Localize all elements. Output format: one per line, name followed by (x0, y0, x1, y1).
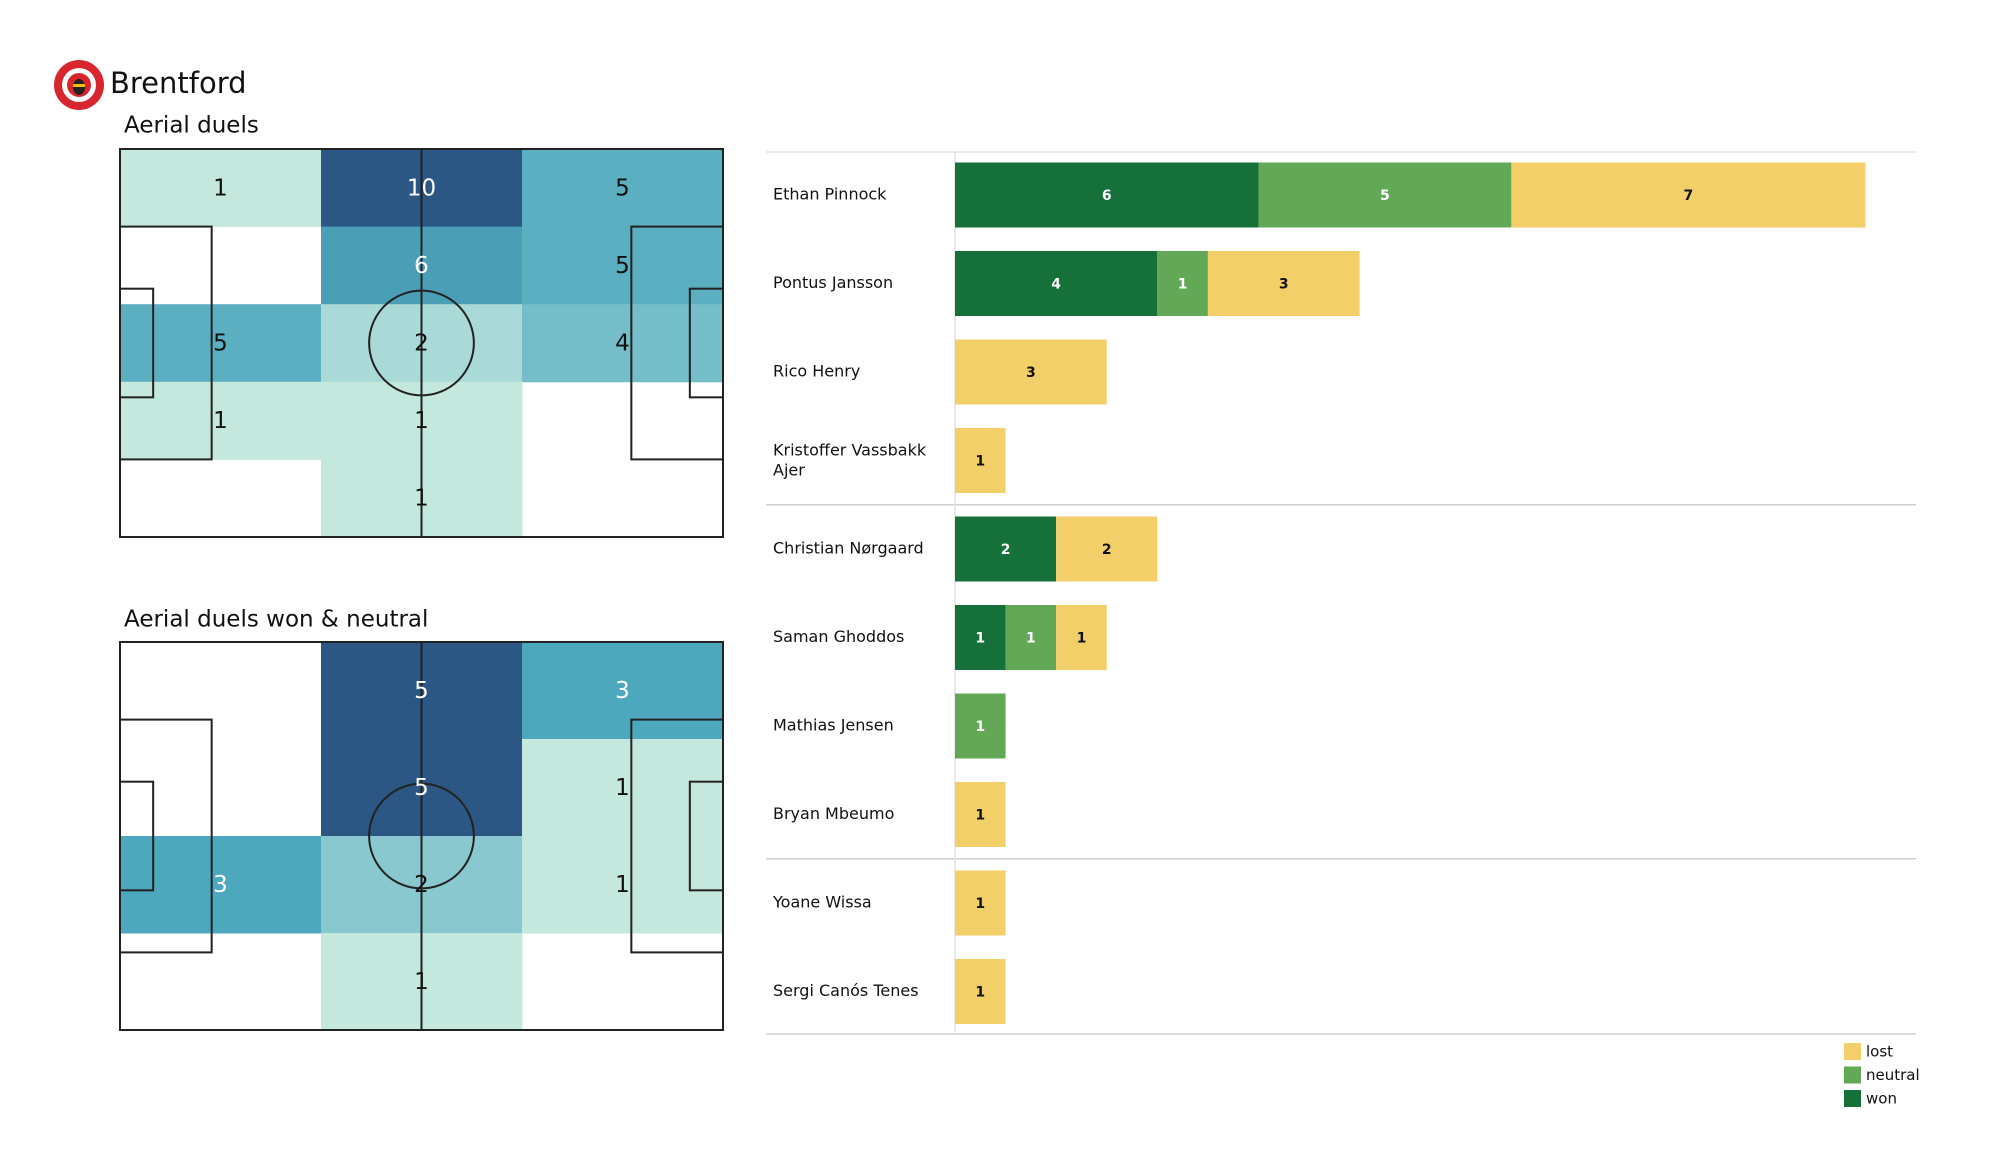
team-name: Brentford (110, 66, 247, 100)
legend-swatch (1844, 1066, 1861, 1084)
bar-segment (1157, 251, 1208, 316)
bar-segment (1258, 162, 1512, 228)
bar-segment (955, 516, 1057, 582)
cell-label: 1 (213, 175, 228, 201)
bar-segment (1005, 605, 1057, 670)
bar-segment (955, 870, 1006, 936)
bar-segment (955, 605, 1006, 670)
bar-label: 1 (975, 896, 985, 912)
bar-segment (955, 251, 1158, 316)
bar-segment (955, 959, 1006, 1024)
six-yard-box (688, 287, 725, 399)
cell-label: 6 (414, 253, 429, 279)
player-name: Pontus Jansson (773, 273, 893, 292)
bar-label: 1 (1178, 277, 1188, 293)
cell-label: 4 (615, 331, 630, 357)
cell-label: 2 (414, 872, 429, 898)
bar-segment (1511, 162, 1866, 228)
legend-swatch (1844, 1043, 1861, 1060)
six-yard-box (119, 780, 155, 892)
six-yard-box (119, 287, 155, 399)
cell-label: 1 (414, 969, 429, 995)
cell-label: 1 (213, 408, 228, 434)
bar-segment (955, 782, 1006, 847)
player-name: Kristoffer Vassbakk Ajer (773, 440, 927, 479)
cell-label: 3 (213, 872, 228, 898)
bar-label: 1 (1077, 631, 1087, 647)
bar-segment (1056, 605, 1107, 670)
legend: lost neutral won (1844, 1043, 1920, 1108)
bar-label: 5 (1380, 188, 1390, 204)
pitch-title: Aerial duels won & neutral (124, 607, 428, 633)
legend-swatch (1844, 1090, 1861, 1107)
player-name: Saman Ghoddos (773, 627, 904, 646)
player-name: Christian Nørgaard (773, 539, 924, 558)
cell-label: 1 (615, 775, 630, 801)
player-name: Rico Henry (773, 362, 860, 381)
heat-cell (120, 149, 322, 228)
bar-label: 2 (1102, 542, 1112, 558)
bar-chart: Ethan Pinnock 6 5 7 Pontus Jansson 4 1 3 Rico He… (766, 151, 1920, 1108)
bar-label: 1 (975, 454, 985, 470)
bar-label: 2 (1001, 542, 1011, 558)
cell-label: 10 (407, 175, 436, 201)
bar-label: 7 (1684, 188, 1694, 204)
player-name: Ethan Pinnock (773, 185, 887, 204)
bar-segment (955, 428, 1006, 493)
legend-label: won (1866, 1090, 1897, 1108)
six-yard-box (688, 780, 725, 892)
bar-segment (1056, 516, 1158, 582)
bar-label: 4 (1051, 277, 1061, 293)
bar-label: 1 (975, 719, 985, 735)
centre-circle (368, 289, 475, 397)
cell-label: 1 (414, 408, 429, 434)
cell-label: 3 (615, 678, 630, 704)
bar-label: 1 (1026, 631, 1036, 647)
player-name: Mathias Jensen (773, 716, 894, 735)
pitch-title: Aerial duels (124, 113, 259, 139)
bar-label: 3 (1026, 365, 1036, 381)
pitch: 1 10 5 6 5 5 2 4 1 1 1 (119, 148, 725, 538)
cell-label: 1 (414, 486, 429, 512)
cell-label: 5 (615, 253, 630, 279)
legend-label: neutral (1866, 1066, 1920, 1084)
bar-label: 1 (975, 631, 985, 647)
cell-label: 5 (213, 331, 228, 357)
cell-label: 2 (414, 331, 429, 357)
legend-label: lost (1866, 1043, 1893, 1061)
bar-segment (955, 693, 1006, 759)
player-name: Yoane Wissa (772, 893, 872, 912)
bar-segment (955, 162, 1259, 228)
bar-segment (955, 339, 1107, 405)
centre-circle (368, 782, 475, 890)
player-name: Sergi Canós Tenes (773, 981, 919, 1000)
bar-label: 3 (1279, 277, 1289, 293)
cell-label: 5 (414, 678, 429, 704)
pitch: 5 3 5 1 3 2 1 1 (119, 641, 725, 1031)
player-name: Bryan Mbeumo (773, 804, 894, 823)
cell-label: 5 (615, 175, 630, 201)
heat-cell (522, 642, 724, 740)
cell-label: 1 (615, 872, 630, 898)
team-logo (54, 60, 104, 110)
cell-label: 5 (414, 775, 429, 801)
bar-label: 6 (1102, 188, 1112, 204)
bar-segment (1207, 251, 1360, 316)
bar-label: 1 (975, 808, 985, 824)
bar-label: 1 (975, 985, 985, 1001)
heat-cell (522, 149, 724, 228)
